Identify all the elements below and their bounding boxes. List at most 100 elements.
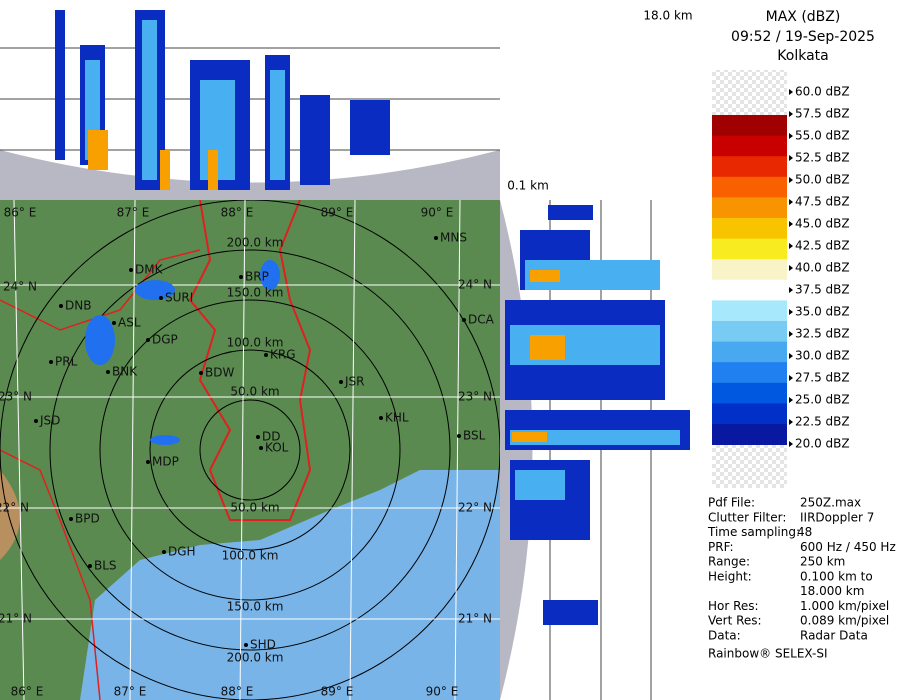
- info-value: Radar Data: [800, 628, 868, 642]
- lon-label: 87° E: [114, 685, 147, 699]
- info-label: Time sampling:: [707, 525, 800, 539]
- legend-tick: [789, 89, 793, 95]
- info-value: 0.100 km to: [800, 570, 873, 584]
- info-value: 18.000 km: [800, 584, 864, 598]
- info-value: IIRDoppler 7: [800, 510, 874, 524]
- city-dot: [159, 296, 163, 300]
- timestamp: 09:52 / 19-Sep-2025: [731, 29, 875, 45]
- legend-label: 32.5 dBZ: [795, 327, 850, 341]
- info-value: 0.089 km/pixel: [800, 614, 889, 628]
- city-dot: [457, 434, 461, 438]
- legend-swatch: [712, 259, 787, 281]
- lat-label: 23° N: [458, 390, 492, 404]
- city-label: BNK: [112, 365, 138, 379]
- city-dot: [59, 304, 63, 308]
- city-label: BDW: [205, 366, 234, 380]
- info-label: Height:: [708, 570, 752, 584]
- city-dot: [434, 236, 438, 240]
- city-label: DCA: [468, 313, 495, 327]
- top-height-label: 18.0 km: [643, 9, 692, 23]
- legend-swatch: [712, 403, 787, 425]
- city-dot: [339, 380, 343, 384]
- legend-label: 40.0 dBZ: [795, 261, 850, 275]
- city-label: PRL: [55, 355, 78, 369]
- lat-label: 24° N: [458, 278, 492, 292]
- legend-swatch: [712, 115, 787, 136]
- legend-tick: [789, 287, 793, 293]
- legend-tick: [789, 397, 793, 403]
- city-label: DGP: [152, 333, 178, 347]
- legend-label: 47.5 dBZ: [795, 195, 850, 209]
- range-label: 150.0 km: [227, 286, 284, 300]
- city-dot: [379, 416, 383, 420]
- top-cross-section: [0, 0, 500, 200]
- legend-label: 50.0 dBZ: [795, 173, 850, 187]
- legend-label: 52.5 dBZ: [795, 151, 850, 165]
- bottom-height-label: 0.1 km: [507, 179, 549, 193]
- city-dot: [112, 321, 116, 325]
- city-dot: [49, 360, 53, 364]
- lon-label: 90° E: [421, 206, 454, 220]
- city-dot: [129, 268, 133, 272]
- legend-swatch: [712, 321, 787, 342]
- city-dot: [259, 446, 263, 450]
- product-title: MAX (dBZ): [766, 9, 841, 25]
- city-label: MNS: [440, 231, 467, 245]
- site-name: Kolkata: [777, 48, 828, 64]
- city-label: DMK: [135, 263, 164, 277]
- city-dot: [244, 643, 248, 647]
- legend-swatch: [712, 362, 787, 384]
- city-label: JSD: [39, 414, 60, 428]
- city-label: JSR: [344, 375, 365, 389]
- range-label: 200.0 km: [227, 236, 284, 250]
- legend-label: 60.0 dBZ: [795, 85, 850, 99]
- legend-label: 22.5 dBZ: [795, 415, 850, 429]
- city-label: KOL: [265, 441, 289, 455]
- range-label: 50.0 km: [230, 501, 279, 515]
- city-dot: [69, 517, 73, 521]
- legend-tick: [789, 265, 793, 271]
- lat-label: 21° N: [458, 612, 492, 626]
- city-dot: [462, 318, 466, 322]
- legend-label: 55.0 dBZ: [795, 129, 850, 143]
- city-label: SURI: [165, 291, 193, 305]
- info-value: 1.000 km/pixel: [800, 599, 889, 613]
- info-value: 250Z.max: [800, 496, 861, 510]
- range-label: 150.0 km: [227, 600, 284, 614]
- legend-swatch: [712, 135, 787, 157]
- info-value: 600 Hz / 450 Hz: [800, 540, 896, 554]
- city-label: DNB: [65, 299, 91, 313]
- legend-tick: [789, 441, 793, 447]
- legend-tick: [789, 111, 793, 117]
- legend-label: 25.0 dBZ: [795, 393, 850, 407]
- lon-label: 88° E: [221, 206, 254, 220]
- legend-tick: [789, 331, 793, 337]
- lon-label: 88° E: [221, 685, 254, 699]
- lon-label: 90° E: [426, 685, 459, 699]
- legend-tick: [789, 309, 793, 315]
- city-label: DGH: [168, 545, 196, 559]
- legend-label: 30.0 dBZ: [795, 349, 850, 363]
- legend-tick: [789, 243, 793, 249]
- city-label: KHL: [385, 411, 409, 425]
- city-label: BSL: [463, 429, 486, 443]
- info-label: Vert Res:: [708, 614, 762, 628]
- legend-swatch: [712, 424, 787, 445]
- city-label: BLS: [94, 559, 117, 573]
- legend-swatch: [712, 218, 787, 239]
- legend-swatch: [712, 300, 787, 322]
- info-label: Range:: [708, 555, 750, 569]
- info-table: Pdf File: 250Z.max Clutter Filter: IIRDoppl…: [707, 496, 896, 643]
- legend-label: 45.0 dBZ: [795, 217, 850, 231]
- info-label: PRF:: [708, 540, 734, 554]
- footer: Rainbow® SELEX-SI: [708, 647, 828, 661]
- city-label: DD: [262, 430, 280, 444]
- range-label: 50.0 km: [230, 385, 279, 399]
- range-label: 100.0 km: [227, 336, 284, 350]
- info-label: Pdf File:: [708, 496, 755, 510]
- city-dot: [88, 564, 92, 568]
- city-label: BPD: [75, 512, 100, 526]
- legend-label: 57.5 dBZ: [795, 107, 850, 121]
- city-dot: [146, 338, 150, 342]
